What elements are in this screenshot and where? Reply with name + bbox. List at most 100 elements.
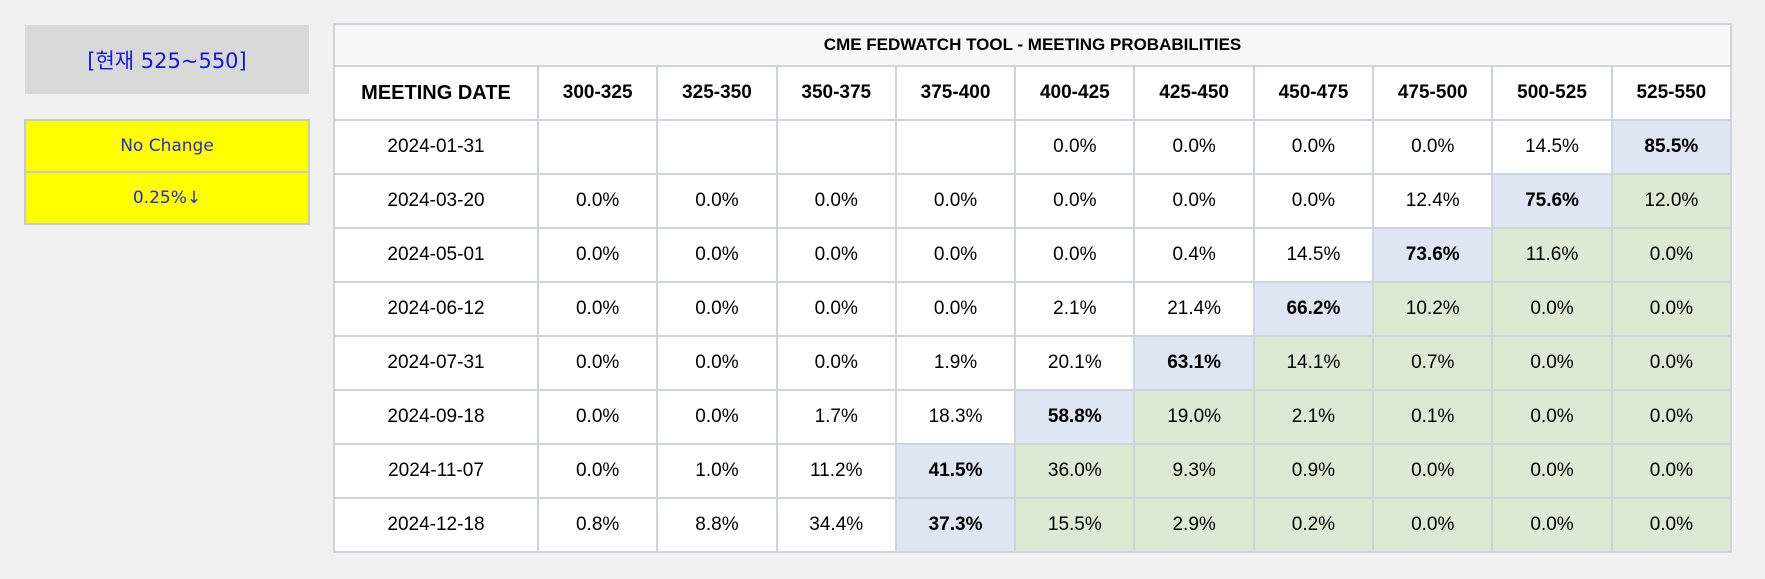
meeting-probabilities-table: CME FEDWATCH TOOL - MEETING PROBABILITIE… — [332, 23, 1733, 553]
probability-cell: 12.0% — [1610, 173, 1733, 229]
probability-cell: 0.0% — [1252, 119, 1375, 175]
probability-cell: 0.0% — [1372, 119, 1494, 175]
table-row: 2024-07-31 0.0% 0.0% 0.0% 1.9% 20.1% 63.1% 14.1… — [333, 335, 1733, 391]
probability-cell: 1.7% — [775, 389, 897, 445]
probability-cell: 41.5% — [894, 443, 1017, 499]
probability-cell: 0.0% — [1014, 227, 1136, 283]
probability-cell: 0.0% — [775, 227, 897, 283]
meeting-date-cell: 2024-09-18 — [333, 389, 539, 445]
probability-cell: 0.7% — [1372, 335, 1494, 391]
probability-cell: 0.0% — [656, 173, 778, 229]
probability-cell: 37.3% — [894, 497, 1017, 553]
probability-cell: 11.6% — [1491, 227, 1613, 283]
table-row: 2024-05-01 0.0% 0.0% 0.0% 0.0% 0.0% 0.4% 14.5% 7… — [333, 227, 1733, 283]
probability-cell: 0.0% — [536, 227, 659, 283]
column-header-rate: 375-400 — [894, 65, 1017, 121]
meeting-date-cell: 2024-06-12 — [333, 281, 539, 337]
probability-cell — [536, 119, 659, 175]
probability-cell: 0.0% — [775, 281, 897, 337]
probability-cell: 14.5% — [1252, 227, 1375, 283]
probability-cell — [894, 119, 1017, 175]
table-row: 2024-12-18 0.8% 8.8% 34.4% 37.3% 15.5% 2.9% 0.2… — [333, 497, 1733, 553]
probability-cell: 11.2% — [775, 443, 897, 499]
probability-cell: 0.0% — [1610, 389, 1733, 445]
probability-cell: 0.0% — [1610, 443, 1733, 499]
probability-cell: 2.9% — [1133, 497, 1255, 553]
probability-cell — [656, 119, 778, 175]
column-header-rate: 450-475 — [1252, 65, 1375, 121]
table-row: 2024-03-20 0.0% 0.0% 0.0% 0.0% 0.0% 0.0% 0.0% 12… — [333, 173, 1733, 229]
column-header-rate: 525-550 — [1610, 65, 1733, 121]
probability-cell: 36.0% — [1014, 443, 1136, 499]
probability-cell: 0.0% — [775, 335, 897, 391]
probability-cell: 0.0% — [1610, 497, 1733, 553]
probability-cell: 75.6% — [1491, 173, 1613, 229]
probability-cell: 19.0% — [1133, 389, 1255, 445]
probability-cell: 20.1% — [1014, 335, 1136, 391]
current-rate-label: [현재 525~550] — [25, 25, 309, 94]
probability-cell: 21.4% — [1133, 281, 1255, 337]
probability-cell: 73.6% — [1372, 227, 1494, 283]
probability-cell: 0.0% — [1491, 497, 1613, 553]
column-header-rate: 475-500 — [1372, 65, 1494, 121]
meeting-date-cell: 2024-05-01 — [333, 227, 539, 283]
probabilities-table-container: CME FEDWATCH TOOL - MEETING PROBABILITIE… — [332, 23, 1733, 553]
meeting-date-cell: 2024-03-20 — [333, 173, 539, 229]
probability-cell: 0.4% — [1133, 227, 1255, 283]
probability-cell: 15.5% — [1014, 497, 1136, 553]
probability-cell: 0.0% — [1491, 281, 1613, 337]
meeting-date-cell: 2024-01-31 — [333, 119, 539, 175]
probability-cell: 0.0% — [894, 227, 1017, 283]
probability-cell: 0.0% — [656, 281, 778, 337]
probability-cell: 0.0% — [536, 281, 659, 337]
probability-cell: 0.0% — [536, 389, 659, 445]
probability-cell: 0.0% — [536, 173, 659, 229]
probability-cell: 0.0% — [536, 335, 659, 391]
table-body: 2024-01-31 0.0% 0.0% 0.0% 0.0% 14.5% 85.5% 2024… — [333, 119, 1733, 553]
probability-cell: 0.0% — [1491, 443, 1613, 499]
column-header-rate: 300-325 — [536, 65, 659, 121]
column-header-rate: 500-525 — [1491, 65, 1613, 121]
column-header-rate: 400-425 — [1014, 65, 1136, 121]
probability-cell: 66.2% — [1252, 281, 1375, 337]
table-row: 2024-06-12 0.0% 0.0% 0.0% 0.0% 2.1% 21.4% 66.2%… — [333, 281, 1733, 337]
probability-cell: 0.0% — [1610, 335, 1733, 391]
probability-cell: 63.1% — [1133, 335, 1255, 391]
probability-cell: 12.4% — [1372, 173, 1494, 229]
column-header-rate: 325-350 — [656, 65, 778, 121]
probability-cell: 8.8% — [656, 497, 778, 553]
probability-cell: 0.1% — [1372, 389, 1494, 445]
probability-cell: 0.0% — [1491, 335, 1613, 391]
meeting-date-cell: 2024-07-31 — [333, 335, 539, 391]
meeting-date-cell: 2024-11-07 — [333, 443, 539, 499]
table-row: 2024-11-07 0.0% 1.0% 11.2% 41.5% 36.0% 9.3% 0.9… — [333, 443, 1733, 499]
probability-cell: 0.0% — [656, 335, 778, 391]
probability-cell — [775, 119, 897, 175]
probability-cell: 0.0% — [1252, 173, 1375, 229]
column-header-rate: 350-375 — [775, 65, 897, 121]
probability-cell: 0.0% — [894, 281, 1017, 337]
probability-cell: 18.3% — [894, 389, 1017, 445]
column-header-rate: 425-450 — [1133, 65, 1255, 121]
column-header-row: MEETING DATE 300-325 325-350 350-375 375-40… — [333, 65, 1733, 121]
probability-cell: 0.0% — [894, 173, 1017, 229]
probability-cell: 0.0% — [1491, 389, 1613, 445]
probability-cell: 1.9% — [894, 335, 1017, 391]
probability-cell: 2.1% — [1252, 389, 1375, 445]
probability-cell: 2.1% — [1014, 281, 1136, 337]
probability-cell: 10.2% — [1372, 281, 1494, 337]
probability-cell: 0.0% — [1014, 173, 1136, 229]
legend-cut-025: 0.25%↓ — [26, 173, 308, 223]
probability-cell: 0.0% — [775, 173, 897, 229]
probability-cell: 1.0% — [656, 443, 778, 499]
probability-cell: 0.9% — [1252, 443, 1375, 499]
probability-cell: 9.3% — [1133, 443, 1255, 499]
probability-cell: 0.0% — [536, 443, 659, 499]
probability-cell: 0.2% — [1252, 497, 1375, 553]
probability-cell: 0.0% — [1610, 227, 1733, 283]
column-header-meeting-date: MEETING DATE — [333, 65, 539, 121]
probability-cell: 0.0% — [1133, 119, 1255, 175]
meeting-date-cell: 2024-12-18 — [333, 497, 539, 553]
probability-cell: 0.0% — [1610, 281, 1733, 337]
table-row: 2024-01-31 0.0% 0.0% 0.0% 0.0% 14.5% 85.5% — [333, 119, 1733, 175]
